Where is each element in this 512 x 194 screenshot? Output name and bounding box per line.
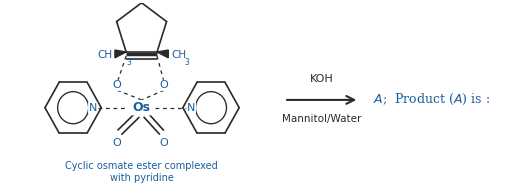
Text: N: N: [187, 103, 196, 113]
Text: O: O: [160, 138, 168, 148]
Text: 3: 3: [184, 58, 189, 67]
Text: with pyridine: with pyridine: [110, 173, 174, 183]
Text: $A$;  Product ($A$) is :: $A$; Product ($A$) is :: [373, 92, 490, 107]
Text: N: N: [89, 103, 97, 113]
Text: CH: CH: [171, 50, 186, 60]
Text: CH: CH: [97, 50, 112, 60]
Text: KOH: KOH: [310, 74, 333, 84]
Text: 3: 3: [126, 58, 131, 67]
Text: Mannitol/Water: Mannitol/Water: [282, 113, 361, 124]
Text: O: O: [113, 80, 121, 90]
Polygon shape: [157, 50, 168, 58]
Text: Os: Os: [133, 101, 151, 114]
Polygon shape: [115, 50, 126, 58]
Text: O: O: [160, 80, 168, 90]
Text: O: O: [113, 138, 121, 148]
Text: Cyclic osmate ester complexed: Cyclic osmate ester complexed: [65, 161, 218, 171]
